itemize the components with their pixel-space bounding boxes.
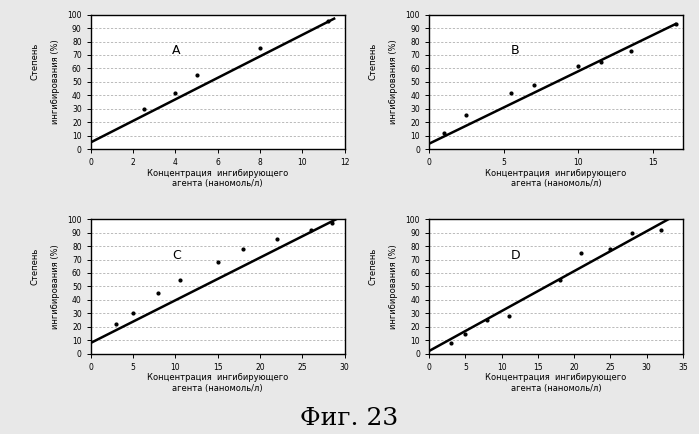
Text: A: A	[172, 44, 180, 57]
Text: ингибирования (%): ингибирования (%)	[389, 39, 398, 124]
X-axis label: Концентрация  ингибирующего
агента (наномоль/л): Концентрация ингибирующего агента (наном…	[485, 373, 627, 392]
Text: C: C	[172, 249, 181, 262]
X-axis label: Концентрация  ингибирующего
агента (наномоль/л): Концентрация ингибирующего агента (наном…	[147, 373, 289, 392]
X-axis label: Концентрация  ингибирующего
агента (наномоль/л): Концентрация ингибирующего агента (наном…	[485, 168, 627, 188]
Text: Степень: Степень	[30, 43, 39, 80]
X-axis label: Концентрация  ингибирующего
агента (наномоль/л): Концентрация ингибирующего агента (наном…	[147, 168, 289, 188]
Text: ингибирования (%): ингибирования (%)	[51, 244, 59, 329]
Text: Степень: Степень	[368, 43, 377, 80]
Text: ингибирования (%): ингибирования (%)	[51, 39, 59, 124]
Text: Степень: Степень	[30, 248, 39, 285]
Text: Степень: Степень	[368, 248, 377, 285]
Text: Фиг. 23: Фиг. 23	[301, 407, 398, 430]
Text: D: D	[510, 249, 520, 262]
Text: B: B	[510, 44, 519, 57]
Text: ингибирования (%): ингибирования (%)	[389, 244, 398, 329]
